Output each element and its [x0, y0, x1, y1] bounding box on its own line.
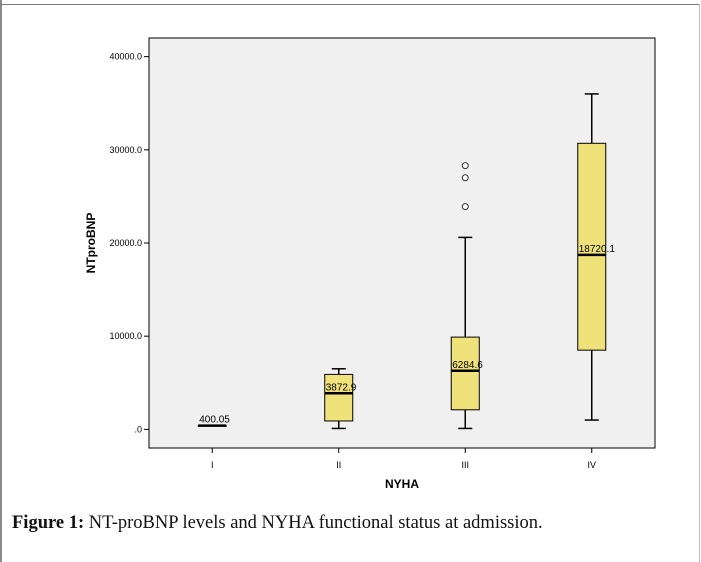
x-axis: I II III IV: [211, 448, 596, 470]
figure-caption: Figure 1: NT-proBNP levels and NYHA func…: [12, 513, 692, 534]
plot-area: [148, 37, 656, 449]
x-tick-label: IV: [587, 460, 596, 470]
median-label: 18720.1: [579, 244, 616, 255]
median-label: 6284.6: [452, 360, 483, 371]
y-tick-label: 40000.0: [109, 52, 142, 62]
y-tick-label: 30000.0: [109, 145, 142, 155]
y-tick-label: 10000.0: [109, 331, 142, 341]
box-group-II: 3872.9: [324, 368, 357, 430]
box-group-IV: 18720.1: [577, 93, 616, 421]
caption-label: Figure 1:: [12, 513, 85, 533]
box: [450, 336, 480, 411]
x-tick-label: I: [211, 460, 214, 470]
boxes: 400.05 3872.9 6284.6 18720.1: [197, 93, 616, 430]
figure-top-border: [0, 4, 699, 5]
box-group-III: 6284.6: [450, 162, 483, 430]
y-tick-label: 20000.0: [109, 238, 142, 248]
figure-right-border: [699, 4, 700, 562]
y-tick-label: .0: [134, 424, 142, 434]
outlier-point: [461, 174, 469, 182]
median-label: 3872.9: [326, 382, 357, 393]
box: [324, 373, 354, 422]
caption-text: NT-proBNP levels and NYHA functional sta…: [84, 513, 543, 533]
outlier-point: [461, 203, 469, 211]
box-group-I: 400.05: [197, 415, 230, 427]
x-tick-label: II: [336, 460, 341, 470]
y-axis-title: NTproBNP: [84, 213, 98, 274]
median-label: 400.05: [199, 415, 230, 426]
box: [577, 142, 607, 351]
x-axis-title: NYHA: [385, 477, 419, 491]
x-tick-label: III: [461, 460, 469, 470]
outlier-point: [461, 162, 469, 170]
y-axis: .0 10000.0 20000.0 30000.0 40000.0: [109, 52, 149, 434]
